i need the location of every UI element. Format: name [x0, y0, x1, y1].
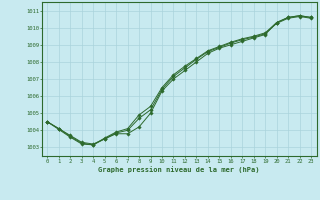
X-axis label: Graphe pression niveau de la mer (hPa): Graphe pression niveau de la mer (hPa): [99, 167, 260, 173]
